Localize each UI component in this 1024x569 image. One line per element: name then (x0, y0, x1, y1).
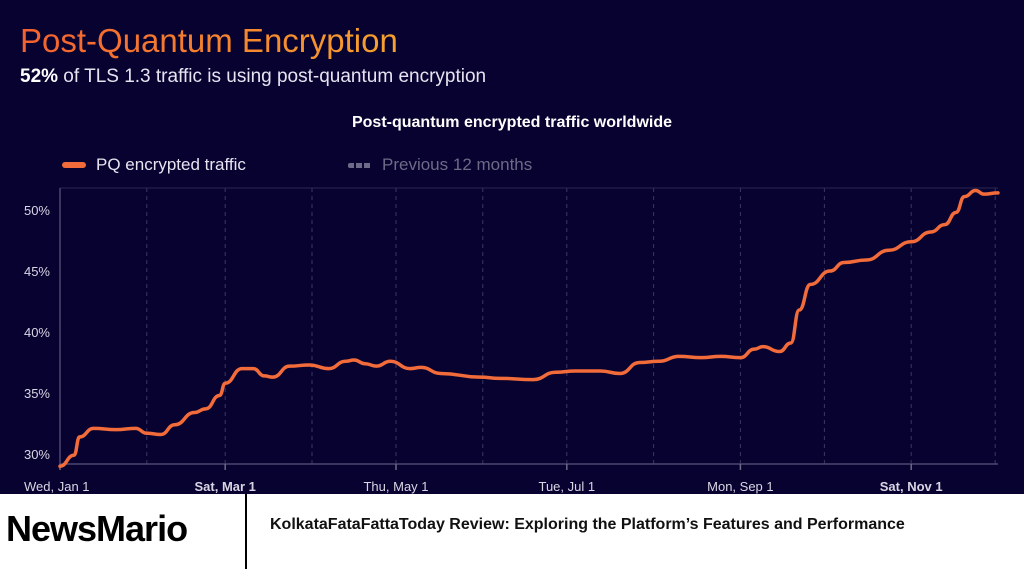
page-title: Post-Quantum Encryption (20, 22, 398, 59)
footer-banner: NewsMario KolkataFataFattaToday Review: … (0, 494, 1024, 569)
line-chart: 30% 35% 40% 45% 50% Wed, Jan 1 Sat, Mar 1 Thu, … (24, 187, 1000, 494)
x-tick-label: Sat, Mar 1 (194, 479, 255, 494)
divider (245, 494, 247, 569)
x-tick-label: Sat, Nov 1 (880, 479, 943, 494)
page-subtitle: 52% of TLS 1.3 traffic is using post-qua… (20, 66, 486, 88)
y-tick-label: 45% (24, 264, 50, 279)
x-tick-label: Wed, Jan 1 (24, 479, 90, 494)
series-line-pq-encrypted-traffic (58, 188, 1000, 468)
subtitle-text: of TLS 1.3 traffic is using post-quantum… (58, 66, 487, 87)
x-tick-label: Thu, May 1 (363, 479, 428, 494)
article-headline[interactable]: KolkataFataFattaToday Review: Exploring … (270, 516, 905, 533)
y-tick-label: 50% (24, 203, 50, 218)
legend-item-pq[interactable]: PQ encrypted traffic (62, 155, 246, 175)
legend-label: PQ encrypted traffic (96, 155, 246, 174)
legend-label: Previous 12 months (382, 155, 533, 174)
x-tick-label: Tue, Jul 1 (538, 479, 595, 494)
y-tick-label: 40% (24, 325, 50, 340)
legend-swatch-dashed (348, 162, 372, 168)
y-tick-label: 30% (24, 447, 50, 462)
legend-swatch-solid (62, 162, 86, 168)
x-tick-label: Mon, Sep 1 (707, 479, 774, 494)
chart-title: Post-quantum encrypted traffic worldwide (351, 114, 673, 131)
pq-share-value: 52% (20, 66, 59, 87)
newsmario-logo[interactable]: NewsMario (6, 508, 188, 549)
legend-item-previous[interactable]: Previous 12 months (348, 155, 532, 175)
y-tick-label: 35% (24, 386, 50, 401)
